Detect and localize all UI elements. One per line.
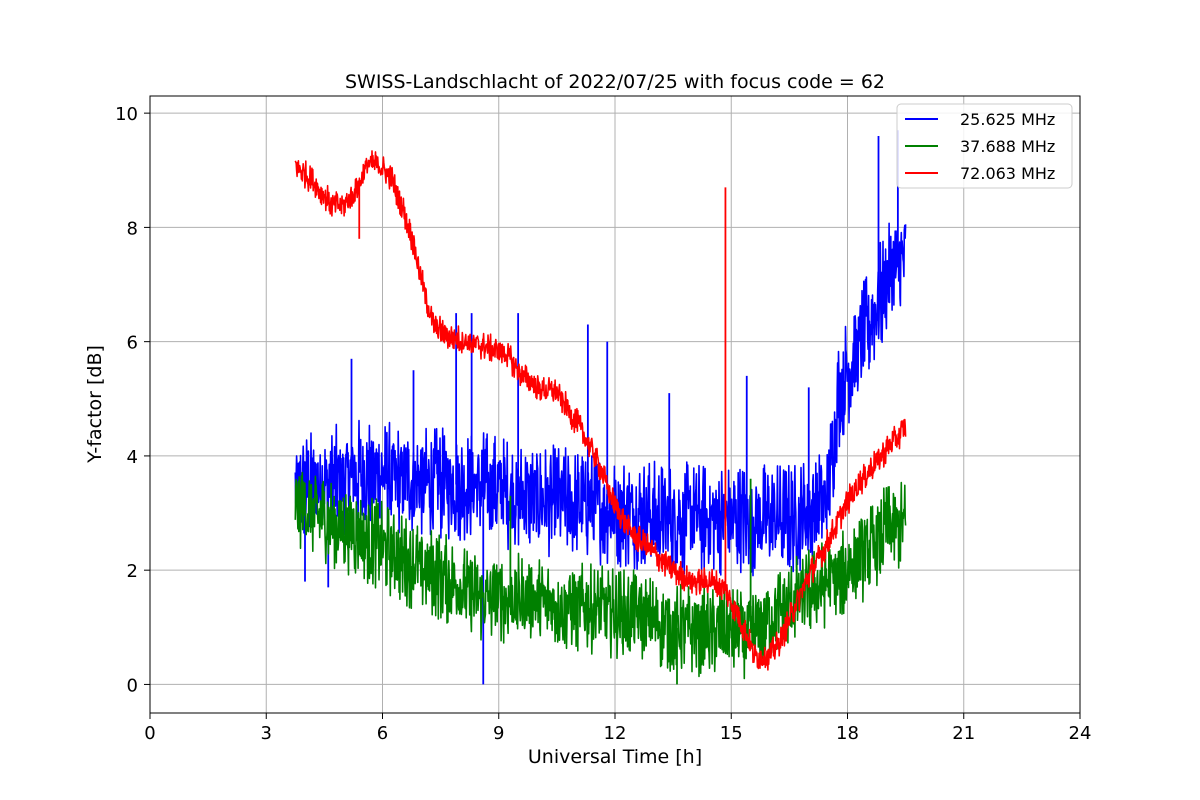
legend: 25.625 MHz 37.688 MHz 72.063 MHz (896, 103, 1073, 189)
y-tick-label: 6 (127, 333, 138, 354)
x-tick-label: 3 (261, 723, 272, 744)
x-tick-label: 18 (836, 723, 859, 744)
legend-label: 37.688 MHz (960, 137, 1055, 156)
series-line-1 (294, 222, 907, 577)
x-tick-label: 24 (1069, 723, 1092, 744)
y-tick-label: 10 (115, 104, 138, 125)
legend-box (896, 103, 1073, 189)
series-line-3 (294, 150, 907, 671)
series-line-2 (294, 471, 907, 680)
x-tick-label: 0 (144, 723, 155, 744)
legend-label: 72.063 MHz (960, 164, 1055, 183)
y-tick-label: 2 (127, 561, 138, 582)
x-axis-label: Universal Time [h] (528, 746, 702, 768)
y-tick-label: 0 (127, 675, 138, 696)
x-tick-label: 6 (377, 723, 388, 744)
x-tick-label: 9 (493, 723, 504, 744)
y-tick-label: 8 (127, 218, 138, 239)
x-tick-label: 12 (604, 723, 627, 744)
y-tick-label: 4 (127, 447, 138, 468)
series-layer (294, 130, 907, 685)
x-tick-label: 15 (720, 723, 743, 744)
x-tick-label: 21 (952, 723, 975, 744)
legend-label: 25.625 MHz (960, 110, 1055, 129)
y-axis-label: Y-factor [dB] (84, 345, 106, 464)
chart-title: SWISS-Landschlacht of 2022/07/25 with fo… (345, 71, 885, 93)
